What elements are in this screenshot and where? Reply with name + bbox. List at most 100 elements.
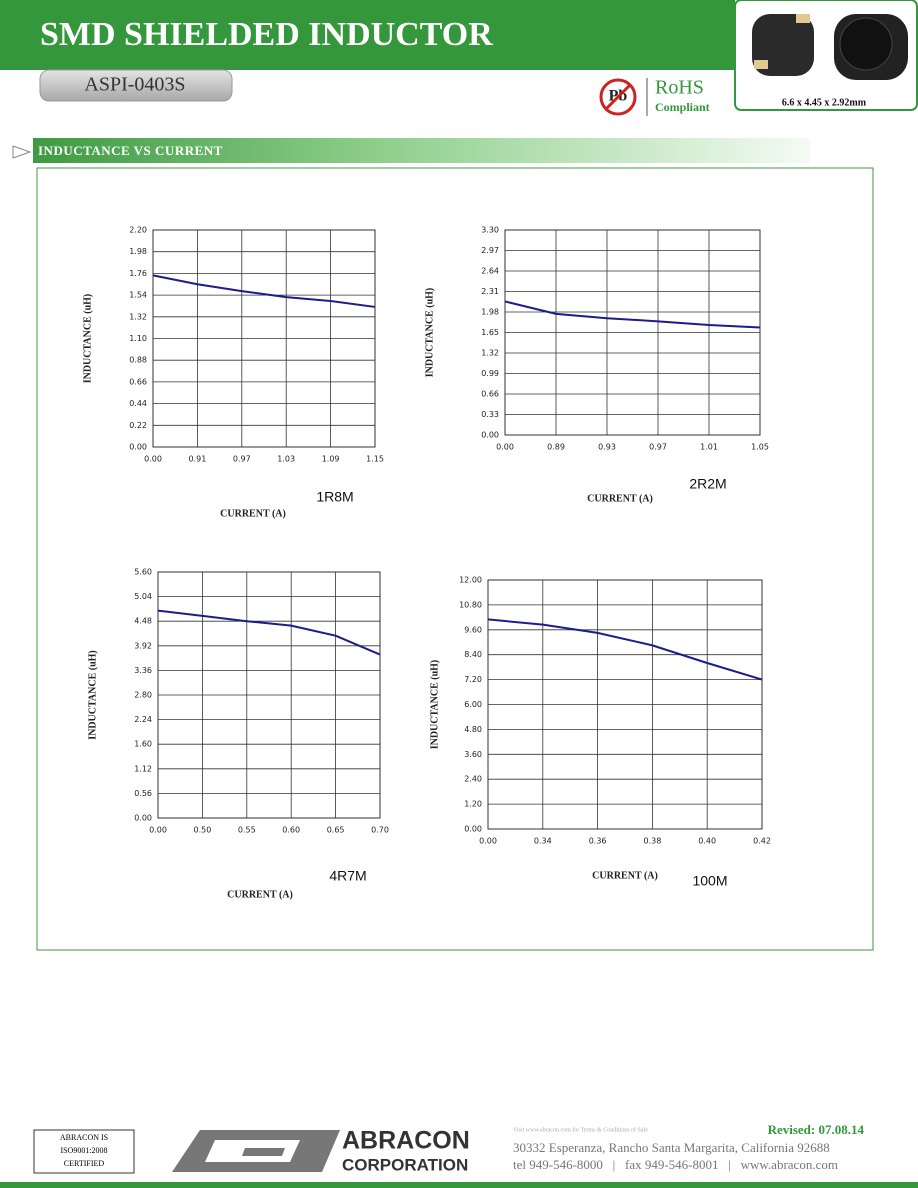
x-tick-label: 0.93	[598, 443, 616, 452]
x-tick-label: 0.34	[534, 837, 552, 846]
y-tick-label: 0.00	[134, 814, 152, 823]
footer-bar	[0, 1182, 918, 1188]
pb-strike	[604, 83, 632, 111]
model-label: 2R2M	[689, 476, 726, 492]
y-tick-label: 1.10	[129, 334, 147, 343]
y-tick-label: 0.99	[481, 369, 499, 378]
y-tick-label: 2.80	[134, 691, 152, 700]
section-bar	[33, 138, 810, 163]
y-tick-label: 2.97	[481, 246, 499, 255]
y-tick-label: 1.12	[134, 764, 152, 773]
y-tick-label: 8.40	[464, 650, 482, 659]
y-tick-label: 4.48	[134, 617, 152, 626]
series-line	[152, 274, 376, 308]
model-label: 100M	[692, 873, 727, 889]
company: ABRACON	[342, 1127, 470, 1155]
revised: Revised: 07.08.14	[768, 1122, 865, 1137]
series-line	[504, 300, 761, 329]
y-tick-label: 9.60	[464, 625, 482, 634]
y-tick-label: 0.66	[129, 377, 147, 386]
chart-frame	[36, 167, 874, 951]
y-axis-label: INDUCTANCE (uH)	[82, 294, 93, 384]
iso-box	[33, 1129, 135, 1174]
rohs: RoHS	[655, 77, 704, 99]
series-line	[157, 609, 381, 656]
y-tick-label: 10.80	[459, 600, 482, 609]
y-tick-label: 0.44	[129, 399, 147, 408]
x-axis-label: CURRENT (A)	[220, 508, 286, 519]
product-image	[796, 14, 810, 23]
y-tick-label: 0.00	[129, 443, 147, 452]
x-tick-label: 1.15	[366, 455, 384, 464]
x-tick-label: 1.09	[322, 455, 340, 464]
x-axis-label: CURRENT (A)	[587, 493, 653, 504]
y-tick-label: 3.60	[464, 750, 482, 759]
x-tick-label: 0.38	[643, 837, 661, 846]
dimensions: 6.6 x 4.45 x 2.92mm	[782, 97, 867, 108]
x-tick-label: 0.65	[327, 826, 345, 835]
title: SMD SHIELDED INDUCTOR	[40, 16, 493, 53]
y-tick-label: 2.40	[464, 775, 482, 784]
y-tick-label: 0.33	[481, 410, 499, 419]
y-axis-label: INDUCTANCE (uH)	[429, 660, 440, 750]
iso-line: ISO9001:2008	[60, 1146, 107, 1155]
part-number: ASPI-0403S	[84, 74, 185, 96]
y-tick-label: 5.04	[134, 592, 152, 601]
series-line	[487, 618, 763, 681]
y-tick-label: 1.60	[134, 740, 152, 749]
y-tick-label: 4.80	[464, 725, 482, 734]
y-tick-label: 0.00	[481, 431, 499, 440]
x-tick-label: 0.97	[233, 455, 251, 464]
y-tick-label: 1.76	[129, 269, 147, 278]
y-tick-label: 1.54	[129, 291, 147, 300]
part-pill	[39, 69, 233, 102]
address: 30332 Esperanza, Rancho Santa Margarita,…	[513, 1140, 830, 1155]
x-tick-label: 0.00	[496, 443, 514, 452]
x-tick-label: 0.55	[238, 826, 256, 835]
x-tick-label: 0.00	[144, 455, 162, 464]
y-tick-label: 3.30	[481, 226, 499, 235]
x-tick-label: 0.70	[371, 826, 389, 835]
terms: Visit www.abracon.com for Terms & Condit…	[513, 1126, 648, 1133]
compliant: Compliant	[655, 100, 710, 114]
x-tick-label: 1.03	[277, 455, 295, 464]
y-tick-label: 5.60	[134, 568, 152, 577]
model-label: 1R8M	[316, 489, 353, 505]
x-tick-label: 0.00	[149, 826, 167, 835]
product-image	[839, 17, 893, 71]
contact: tel 949-546-8000 | fax 949-546-8001 | ww…	[513, 1157, 838, 1172]
y-tick-label: 0.00	[464, 825, 482, 834]
y-tick-label: 2.24	[134, 715, 152, 724]
y-axis-label: INDUCTANCE (uH)	[424, 288, 435, 378]
y-tick-label: 1.98	[129, 247, 147, 256]
x-tick-label: 0.89	[547, 443, 565, 452]
x-tick-label: 0.36	[589, 837, 607, 846]
x-tick-label: 0.60	[282, 826, 300, 835]
corporation: CORPORATION	[342, 1155, 468, 1174]
x-tick-label: 0.40	[698, 837, 716, 846]
header-bar	[0, 0, 735, 70]
x-tick-label: 1.05	[751, 443, 769, 452]
x-tick-label: 0.91	[188, 455, 206, 464]
y-tick-label: 1.20	[464, 800, 482, 809]
x-tick-label: 0.42	[753, 837, 771, 846]
y-tick-label: 1.32	[129, 312, 147, 321]
x-axis-label: CURRENT (A)	[227, 889, 293, 900]
section-title: INDUCTANCE VS CURRENT	[38, 143, 223, 158]
x-tick-label: 0.00	[479, 837, 497, 846]
iso-line: CERTIFIED	[64, 1159, 105, 1168]
logo-mark	[242, 1148, 285, 1156]
x-tick-label: 1.01	[700, 443, 718, 452]
y-tick-label: 1.32	[481, 349, 499, 358]
y-tick-label: 7.20	[464, 675, 482, 684]
y-tick-label: 12.00	[459, 576, 482, 585]
y-tick-label: 0.22	[129, 421, 147, 430]
y-tick-label: 0.88	[129, 356, 147, 365]
y-tick-label: 2.64	[481, 267, 499, 276]
y-axis-label: INDUCTANCE (uH)	[87, 650, 98, 740]
x-tick-label: 0.50	[193, 826, 211, 835]
y-tick-label: 2.20	[129, 226, 147, 235]
y-tick-label: 3.36	[134, 666, 152, 675]
model-label: 4R7M	[329, 868, 366, 884]
